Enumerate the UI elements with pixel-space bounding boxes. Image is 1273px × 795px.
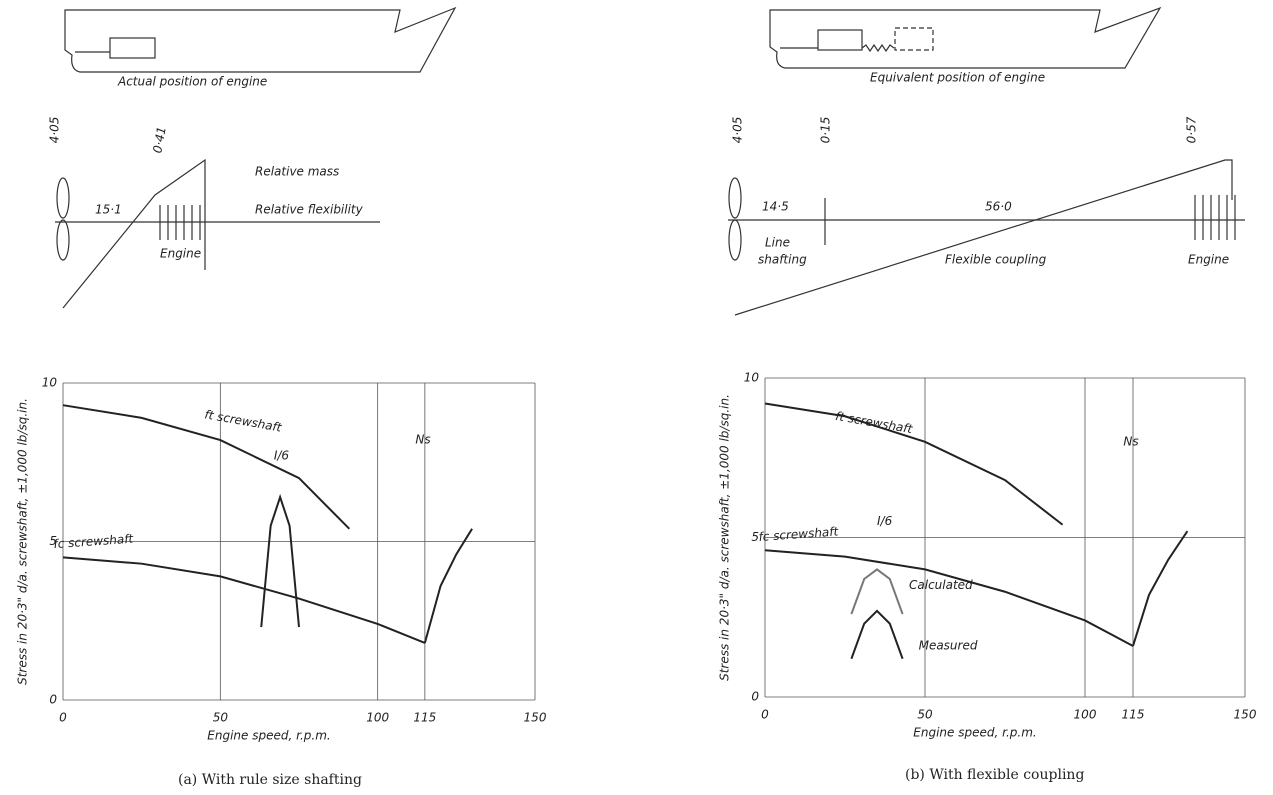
y-axis-title: Stress in 20·3" d/a. screwshaft, ±1,000 …	[16, 398, 30, 685]
engine-cranks	[1195, 195, 1235, 240]
curve	[425, 529, 472, 643]
propeller	[57, 220, 69, 260]
mass-label: 0·15	[819, 117, 833, 144]
mass-label: 0·41	[150, 126, 168, 155]
x-tick-label: 50	[213, 711, 229, 725]
sketch-caption: Equivalent position of engine	[870, 71, 1045, 85]
annotation: I/6	[877, 514, 893, 528]
equivalent-engine	[895, 28, 933, 50]
curve	[765, 550, 1133, 646]
x-tick-label: 0	[59, 711, 67, 725]
curve	[63, 405, 349, 529]
series-label: fc screwshaft	[758, 524, 840, 544]
y-tick-label: 10	[42, 376, 58, 390]
annotation: Measured	[919, 638, 978, 652]
curve	[765, 404, 1063, 525]
x-tick-label: 100	[366, 711, 389, 725]
flex-label: 15·1	[95, 203, 122, 217]
figure: Actual position of engine Equivalent pos…	[0, 0, 1273, 795]
coupling	[862, 45, 894, 51]
y-tick-label: 10	[744, 371, 760, 385]
axis-label: Relative mass	[255, 165, 339, 179]
mode-shape	[735, 160, 1232, 315]
x-tick-label: 0	[761, 708, 769, 722]
mass-label: 0·57	[1185, 116, 1199, 143]
mass-label: 4·05	[48, 117, 62, 144]
line-label: Line	[765, 236, 790, 250]
x-tick-label: 150	[524, 711, 547, 725]
flex-label: 56·0	[985, 200, 1012, 214]
x-axis-title: Engine speed, r.p.m.	[207, 729, 330, 743]
series-label: fc screwshaft	[53, 532, 135, 552]
annotation: Calculated	[909, 578, 973, 592]
caption: (a) With rule size shafting	[178, 772, 362, 788]
curve	[851, 611, 902, 659]
engine-label: Engine	[160, 247, 201, 261]
x-tick-label: 50	[917, 708, 933, 722]
flex-label: 14·5	[762, 200, 789, 214]
propeller	[729, 178, 741, 218]
propeller	[57, 178, 69, 218]
series-label: ft screwshaft	[203, 407, 283, 435]
curve	[851, 569, 902, 614]
x-tick-label: 115	[1122, 708, 1145, 722]
series-label: ft screwshaft	[834, 409, 914, 437]
propeller	[729, 220, 741, 260]
caption: (b) With flexible coupling	[905, 767, 1084, 783]
ship-hull	[770, 8, 1160, 68]
engine-box	[818, 30, 862, 50]
annotation: Ns	[415, 433, 430, 447]
coupling-label: Flexible coupling	[945, 253, 1047, 267]
engine-box	[110, 38, 155, 58]
annotation: Ns	[1123, 434, 1138, 448]
curve	[261, 497, 299, 627]
engine-label: Engine	[1188, 253, 1229, 267]
mass-label: 4·05	[731, 117, 745, 144]
x-tick-label: 100	[1074, 708, 1097, 722]
y-axis-title: Stress in 20·3" d/a. screwshaft, ±1,000 …	[718, 394, 732, 681]
ship-hull	[65, 8, 455, 72]
x-tick-label: 115	[413, 711, 436, 725]
line-label: shafting	[758, 253, 807, 267]
curve	[1133, 531, 1187, 646]
y-tick-label: 0	[751, 690, 759, 704]
x-axis-title: Engine speed, r.p.m.	[913, 726, 1036, 740]
axis-label: Relative flexibility	[255, 203, 364, 217]
annotation: I/6	[274, 448, 290, 462]
x-tick-label: 150	[1234, 708, 1257, 722]
y-tick-label: 0	[49, 693, 57, 707]
curve	[63, 557, 425, 643]
sketch-caption: Actual position of engine	[117, 75, 267, 89]
